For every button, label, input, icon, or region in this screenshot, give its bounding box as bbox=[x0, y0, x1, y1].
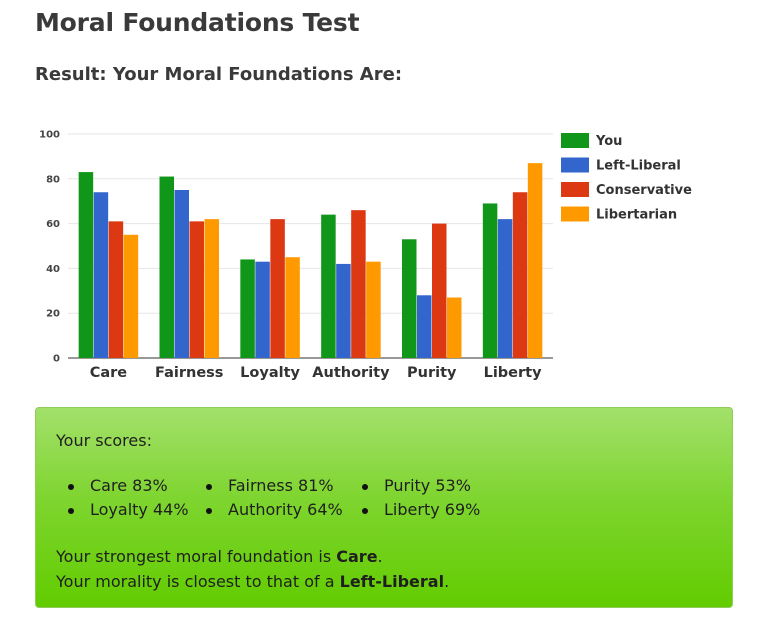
legend-swatch bbox=[561, 182, 589, 197]
y-tick-label: 40 bbox=[46, 264, 60, 275]
bar-liberty-you bbox=[482, 203, 498, 358]
scores-heading: Your scores: bbox=[56, 431, 152, 450]
x-tick-label: Purity bbox=[407, 365, 457, 381]
bar-fairness-left-liberal bbox=[174, 190, 189, 358]
x-tick-label: Loyalty bbox=[240, 365, 300, 381]
chart-legend: You Left-Liberal Conservative Libertarian bbox=[561, 133, 692, 223]
legend-swatch bbox=[561, 133, 589, 148]
bar-loyalty-left-liberal bbox=[255, 261, 270, 358]
legend-swatch bbox=[561, 157, 589, 173]
bar-purity-left-liberal bbox=[417, 295, 432, 358]
bar-purity-libertarian bbox=[447, 297, 462, 358]
bar-loyalty-libertarian bbox=[285, 257, 300, 358]
strongest-foundation-value: Care bbox=[336, 547, 378, 566]
closest-group-value: Left-Liberal bbox=[339, 572, 445, 591]
bar-authority-you bbox=[321, 214, 336, 358]
bar-liberty-libertarian bbox=[527, 163, 543, 358]
x-tick-label: Authority bbox=[312, 365, 390, 381]
bar-authority-libertarian bbox=[366, 261, 381, 358]
x-axis-labels: Care Fairness Loyalty Authority Purity Libert… bbox=[90, 365, 542, 381]
bar-fairness-you bbox=[159, 176, 174, 358]
chart-gridlines bbox=[68, 133, 553, 359]
bar-purity-conservative bbox=[432, 223, 447, 358]
bar-purity-you bbox=[402, 239, 417, 358]
bar-care-left-liberal bbox=[93, 192, 109, 358]
bar-authority-left-liberal bbox=[336, 263, 351, 358]
y-axis-ticks: 0 20 40 60 80 100 bbox=[39, 130, 60, 365]
legend-label: Conservative bbox=[596, 183, 692, 198]
x-tick-label: Fairness bbox=[155, 365, 223, 381]
strongest-prefix: Your strongest moral foundation is bbox=[56, 547, 337, 566]
strongest-suffix: . bbox=[377, 547, 383, 566]
chart-bars bbox=[78, 163, 543, 358]
bar-fairness-conservative bbox=[189, 221, 204, 358]
closest-group-text: Your morality is closest to that of a Le… bbox=[56, 572, 449, 591]
bar-liberty-left-liberal bbox=[497, 219, 513, 358]
moral-foundations-chart: 0 20 40 60 80 100 Care Fairness Loyalty Authorit… bbox=[39, 130, 692, 382]
score-item-care: Care 83% bbox=[68, 476, 168, 495]
closest-suffix: . bbox=[444, 572, 450, 591]
bar-liberty-conservative bbox=[512, 192, 528, 358]
bar-care-libertarian bbox=[123, 234, 139, 358]
score-item-authority: Authority 64% bbox=[206, 500, 343, 519]
result-subtitle: Result: Your Moral Foundations Are: bbox=[35, 64, 403, 85]
legend-label: Left-Liberal bbox=[596, 159, 681, 174]
bar-authority-conservative bbox=[351, 210, 366, 358]
scores-list: Care 83% Loyalty 44% Fairness 81% Author… bbox=[56, 476, 576, 524]
legend-label: You bbox=[595, 134, 622, 149]
score-item-liberty: Liberty 69% bbox=[361, 500, 481, 519]
y-tick-label: 60 bbox=[46, 219, 60, 230]
y-tick-label: 0 bbox=[53, 354, 60, 365]
legend-label: Libertarian bbox=[596, 208, 677, 223]
legend-swatch bbox=[561, 206, 589, 222]
y-tick-label: 20 bbox=[46, 309, 60, 320]
bar-loyalty-conservative bbox=[270, 219, 285, 358]
y-tick-label: 80 bbox=[46, 174, 60, 185]
x-tick-label: Liberty bbox=[484, 365, 543, 381]
bar-loyalty-you bbox=[240, 259, 255, 358]
results-panel: Your scores: Care 83% Loyalty 44% Fairne… bbox=[35, 407, 733, 608]
score-item-loyalty: Loyalty 44% bbox=[68, 500, 189, 519]
x-tick-label: Care bbox=[90, 365, 128, 381]
strongest-foundation-text: Your strongest moral foundation is Care. bbox=[56, 547, 383, 566]
score-item-fairness: Fairness 81% bbox=[206, 476, 334, 495]
closest-prefix: Your morality is closest to that of a bbox=[56, 572, 340, 591]
bar-care-conservative bbox=[108, 221, 124, 358]
page-title: Moral Foundations Test bbox=[35, 8, 360, 37]
bar-fairness-libertarian bbox=[204, 219, 219, 358]
score-item-purity: Purity 53% bbox=[362, 476, 471, 495]
bar-care-you bbox=[78, 172, 94, 358]
y-tick-label: 100 bbox=[39, 130, 60, 141]
